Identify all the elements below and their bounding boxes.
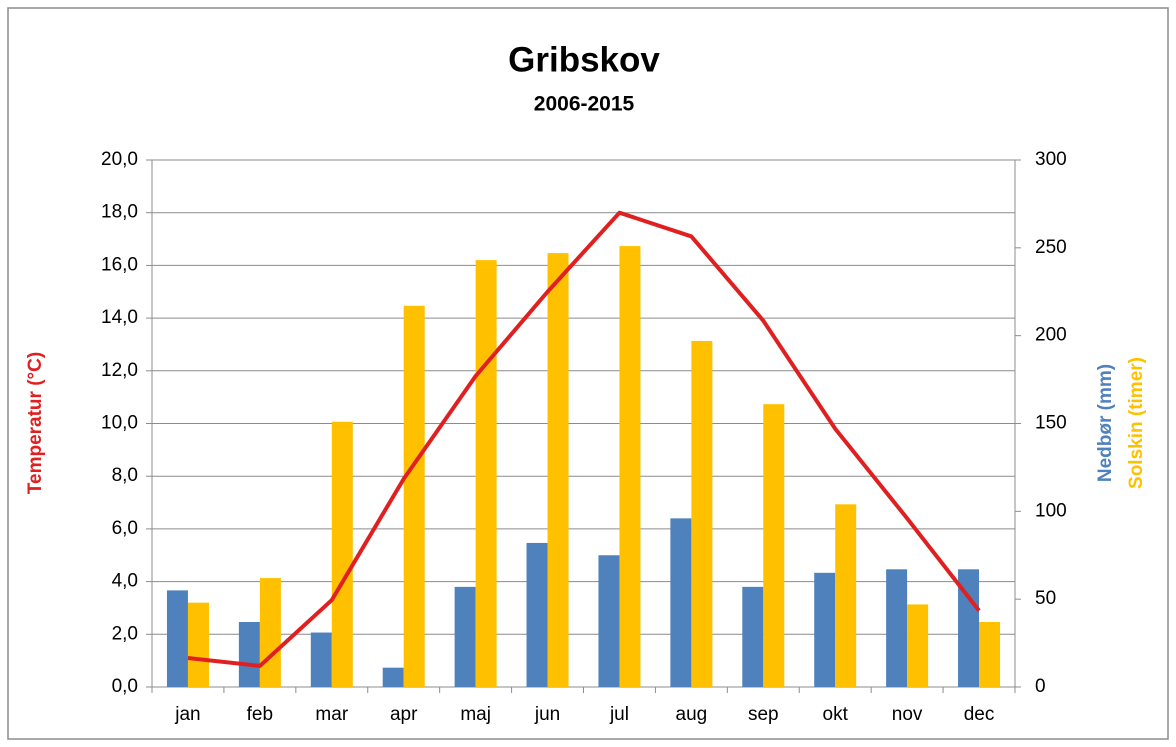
bar xyxy=(475,260,497,687)
bar xyxy=(907,604,929,687)
y-tick-label: 20,0 xyxy=(101,149,138,170)
x-tick-label: jun xyxy=(534,704,560,725)
y2-axis-label: Nedbør (mm) xyxy=(1095,364,1116,482)
bar xyxy=(331,421,353,687)
y-tick-label: 4,0 xyxy=(112,571,138,592)
y-tick-label: 14,0 xyxy=(101,307,138,328)
y2-tick-label: 300 xyxy=(1035,149,1067,170)
bar xyxy=(238,622,260,687)
x-tick-label: okt xyxy=(823,704,849,725)
y-tick-label: 2,0 xyxy=(112,623,138,644)
y2-tick-label: 200 xyxy=(1035,325,1067,346)
bar xyxy=(403,305,425,687)
y-tick-label: 8,0 xyxy=(112,465,138,486)
x-tick-label: maj xyxy=(460,704,491,725)
bar xyxy=(742,586,764,687)
bar xyxy=(691,340,713,687)
bar xyxy=(670,518,692,687)
bar xyxy=(763,404,785,687)
y2-tick-label: 0 xyxy=(1035,676,1046,697)
chart-subtitle: 2006-2015 xyxy=(534,93,635,116)
y-tick-label: 6,0 xyxy=(112,518,138,539)
bar xyxy=(886,569,908,687)
x-tick-label: mar xyxy=(315,704,348,725)
bar xyxy=(310,632,332,687)
bar xyxy=(187,602,209,687)
y2-tick-label: 150 xyxy=(1035,413,1067,434)
chart-title: Gribskov xyxy=(508,40,660,79)
bar xyxy=(598,555,620,687)
bar xyxy=(979,622,1001,687)
x-tick-label: nov xyxy=(892,704,923,725)
x-tick-label: dec xyxy=(964,704,995,725)
bar xyxy=(814,572,836,687)
bar xyxy=(454,586,476,687)
y2-tick-label: 250 xyxy=(1035,237,1067,258)
bar xyxy=(166,590,188,687)
y-tick-label: 16,0 xyxy=(101,254,138,275)
x-tick-label: sep xyxy=(748,704,779,725)
x-tick-label: jan xyxy=(174,704,200,725)
y2-tick-label: 100 xyxy=(1035,500,1067,521)
bar xyxy=(382,667,404,687)
y-tick-label: 18,0 xyxy=(101,202,138,223)
bar xyxy=(835,504,857,687)
y-tick-label: 12,0 xyxy=(101,360,138,381)
x-tick-label: feb xyxy=(247,704,273,725)
bar xyxy=(958,569,980,687)
y-axis-label: Temperatur (°C) xyxy=(25,352,46,494)
line xyxy=(187,210,981,668)
y-tick-label: 10,0 xyxy=(101,413,138,434)
x-tick-label: jul xyxy=(609,704,629,725)
x-tick-label: aug xyxy=(676,704,708,725)
y2-axis-label: Solskin (timer) xyxy=(1126,357,1147,489)
bar xyxy=(547,253,569,687)
y2-tick-label: 50 xyxy=(1035,588,1056,609)
y-tick-label: 0,0 xyxy=(112,676,138,697)
x-tick-label: apr xyxy=(390,704,418,725)
bar xyxy=(526,542,548,687)
bar xyxy=(619,246,641,687)
bar xyxy=(259,578,281,687)
